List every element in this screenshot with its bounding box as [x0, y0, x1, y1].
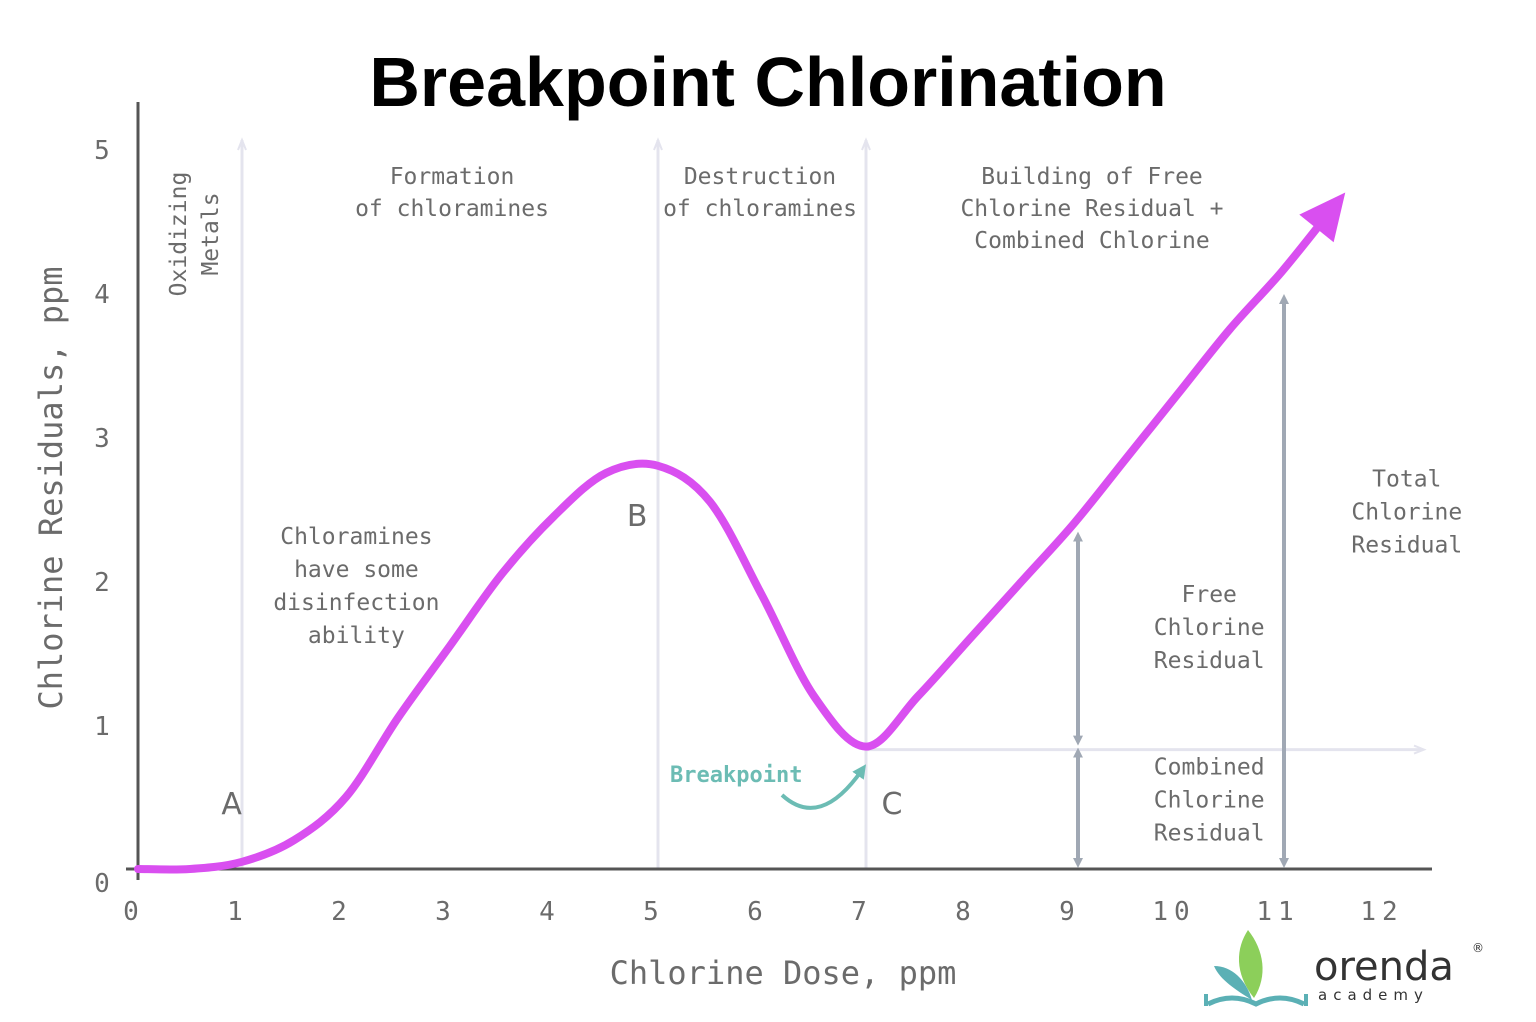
x-tick-label: 0	[123, 897, 145, 927]
annotation-4-line: Residual	[1351, 533, 1462, 559]
annotation-4-line: Total	[1372, 467, 1441, 493]
region-label-3: Destruction of chloramines	[663, 164, 857, 222]
residual-curve	[134, 202, 1338, 874]
point-labels: A B C	[221, 499, 902, 822]
y-tick-label: 3	[94, 424, 110, 454]
breakpoint-label: Breakpoint	[670, 763, 802, 788]
divider-arrowhead	[861, 137, 871, 151]
x-tick-label: 8	[955, 897, 977, 927]
y-tick-label: 0	[94, 869, 110, 899]
divider-arrowhead	[237, 137, 247, 151]
logo-registered-mark: ®	[1472, 941, 1484, 955]
region-label-2-line: of chloramines	[355, 196, 549, 222]
breakpoint-arrow	[780, 764, 867, 810]
x-tick-label: 10	[1152, 897, 1195, 927]
curve-arrowhead	[1299, 192, 1346, 243]
annotation-1-line: have some	[294, 557, 419, 583]
y-axis-label: Chlorine Residuals, ppm	[32, 266, 70, 709]
orenda-logo: orenda academy ®	[1204, 930, 1484, 1007]
region-label-3-line: Destruction	[684, 164, 836, 190]
region-label-2: Formation of chloramines	[355, 164, 549, 222]
region-label-1-line: Metals	[198, 192, 224, 275]
region-label-2-line: Formation	[390, 164, 515, 190]
annotation-3-line: Residual	[1154, 821, 1265, 847]
annotation-2-line: Free	[1182, 582, 1237, 608]
measure-arrows	[1073, 294, 1289, 868]
annotation-3-line: Chlorine	[1154, 788, 1265, 814]
x-axis-label: Chlorine Dose, ppm	[610, 954, 957, 992]
annotation-1-line: disinfection	[273, 590, 439, 616]
region-label-4-line: Combined Chlorine	[974, 228, 1209, 254]
chart-title: Breakpoint Chlorination	[369, 43, 1166, 121]
x-tick-label: 4	[539, 897, 561, 927]
region-label-4-line: Chlorine Residual +	[960, 196, 1223, 222]
annotation-3: Combined Chlorine Residual	[1154, 755, 1265, 847]
y-tick-labels: 0 1 2 3 4 5	[94, 136, 110, 899]
x-tick-label: 5	[643, 897, 665, 927]
leaf-icon	[1214, 966, 1252, 1000]
x-tick-label: 7	[851, 897, 873, 927]
annotation-3-line: Combined	[1154, 755, 1265, 781]
y-tick-label: 1	[94, 712, 110, 742]
y-tick-label: 5	[94, 136, 110, 166]
region-label-1: Oxidizing Metals	[166, 172, 224, 297]
annotation-2-line: Chlorine	[1154, 615, 1265, 641]
point-label-c: C	[882, 787, 903, 822]
divider-arrowhead	[653, 137, 663, 151]
region-label-4-line: Building of Free	[981, 164, 1203, 190]
x-tick-label: 9	[1059, 897, 1081, 927]
y-tick-label: 2	[94, 568, 110, 598]
annotation-1: Chloramines have some disinfection ability	[273, 524, 439, 649]
curve-layer	[134, 192, 1346, 874]
annotation-4-line: Chlorine	[1351, 500, 1462, 526]
breakpoint-guide-arrowhead	[1413, 744, 1427, 755]
x-tick-label: 2	[331, 897, 353, 927]
breakpoint-callout: Breakpoint	[670, 763, 867, 810]
axes	[126, 102, 1432, 880]
annotation-1-line: ability	[308, 623, 405, 649]
annotations: Chloramines have some disinfection ability F…	[273, 467, 1462, 847]
x-tick-label: 1	[227, 897, 249, 927]
logo-sub: academy	[1318, 986, 1429, 1004]
annotation-4: Total Chlorine Residual	[1351, 467, 1462, 559]
region-label-4: Building of Free Chlorine Residual + Combi…	[960, 164, 1223, 254]
region-label-3-line: of chloramines	[663, 196, 857, 222]
y-tick-label: 4	[94, 280, 110, 310]
book-icon	[1206, 995, 1306, 1007]
annotation-2-line: Residual	[1154, 648, 1265, 674]
logo-name: orenda	[1314, 944, 1454, 990]
point-label-a: A	[221, 787, 242, 822]
x-tick-label: 3	[435, 897, 457, 927]
annotation-2: Free Chlorine Residual	[1154, 582, 1265, 674]
leaf-icon	[1238, 930, 1263, 998]
point-label-b: B	[627, 499, 648, 534]
book-icon	[1204, 994, 1308, 1006]
annotation-1-line: Chloramines	[280, 524, 432, 550]
x-tick-label: 12	[1360, 897, 1403, 927]
region-guides	[237, 137, 1427, 869]
x-tick-label: 11	[1256, 897, 1299, 927]
x-tick-label: 6	[747, 897, 769, 927]
region-label-1-line: Oxidizing	[166, 172, 192, 297]
x-tick-labels: 0 1 2 3 4 5 6 7 8 9 10 11 12	[123, 897, 1403, 927]
